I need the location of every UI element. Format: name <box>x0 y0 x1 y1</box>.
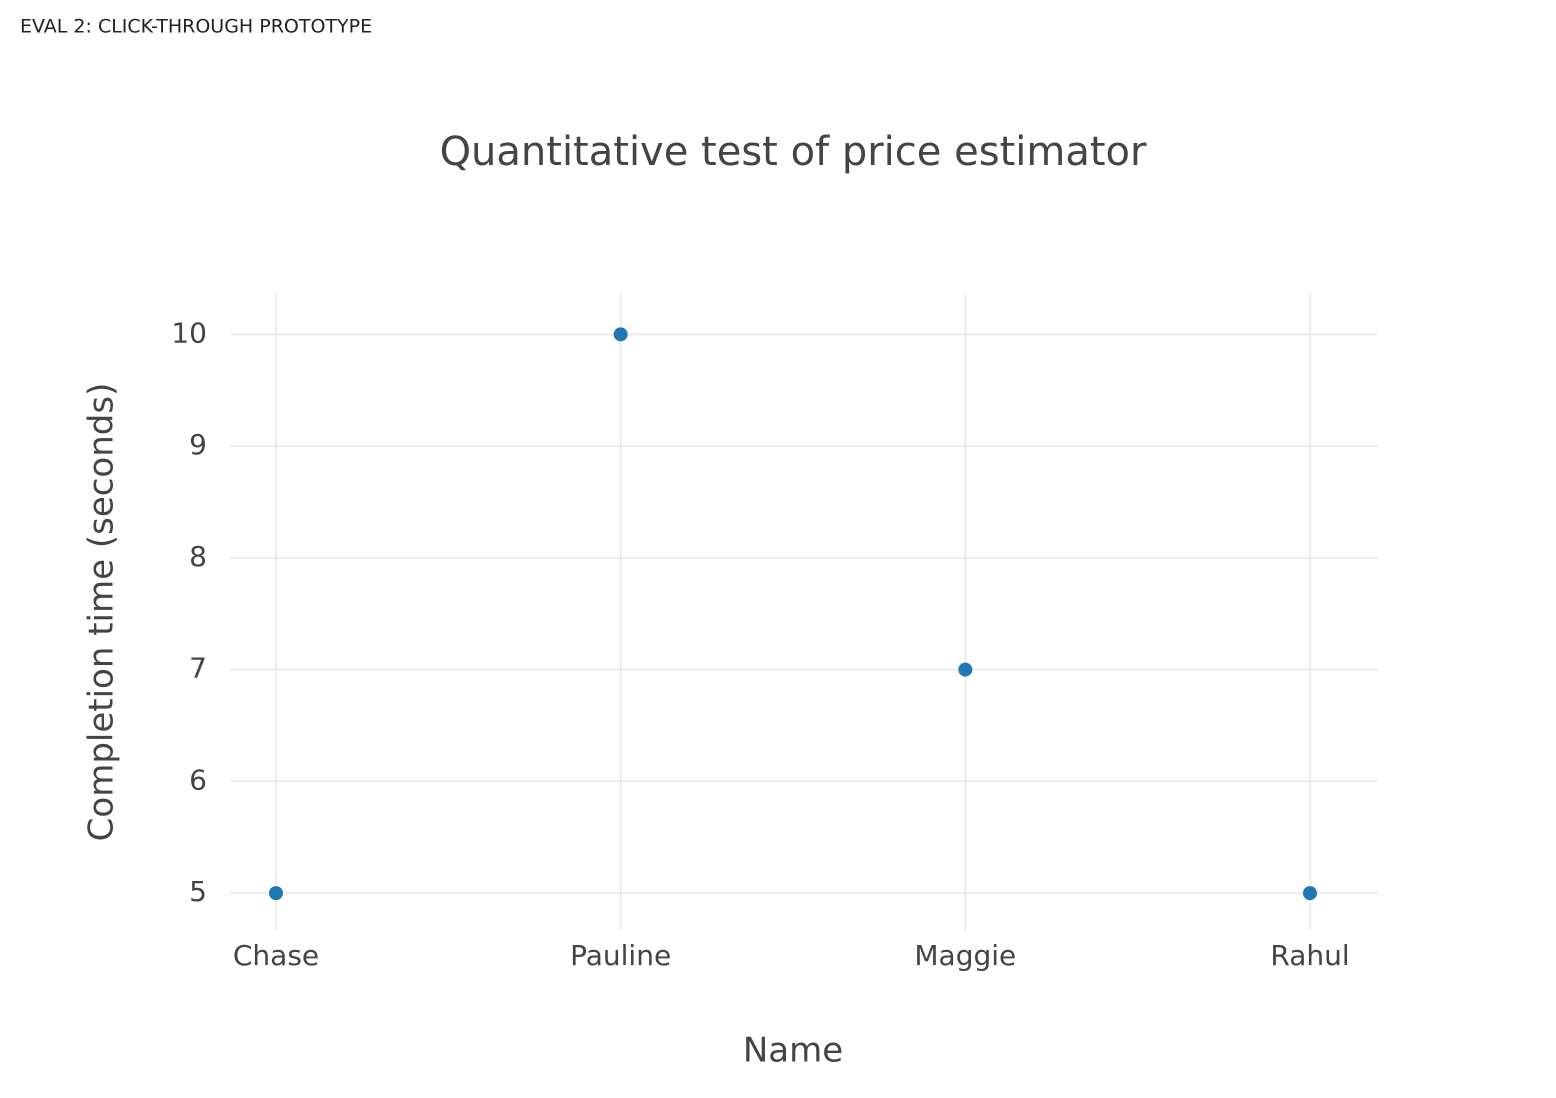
y-tick-label: 7 <box>189 652 207 685</box>
point <box>958 662 973 677</box>
x-tick-label: Rahul <box>1270 939 1349 972</box>
x-tick-label: Pauline <box>570 939 671 972</box>
y-tick-label: 9 <box>189 428 207 461</box>
x-tick-label: Maggie <box>914 939 1016 972</box>
point <box>1303 886 1317 901</box>
x-tick-label: Chase <box>233 939 319 972</box>
point <box>613 327 628 342</box>
page-header: EVAL 2: CLICK-THROUGH PROTOTYPE <box>20 16 372 38</box>
y-tick-label: 10 <box>171 316 207 349</box>
x-axis-title: Name <box>743 1031 843 1071</box>
point <box>269 886 283 901</box>
y-tick-label: 8 <box>189 540 207 573</box>
chart-title: Quantitative test of price estimator <box>440 129 1147 175</box>
y-tick-label: 6 <box>189 763 207 796</box>
y-tick-label: 5 <box>189 875 207 908</box>
y-axis-title: Completion time (seconds) <box>82 383 122 842</box>
